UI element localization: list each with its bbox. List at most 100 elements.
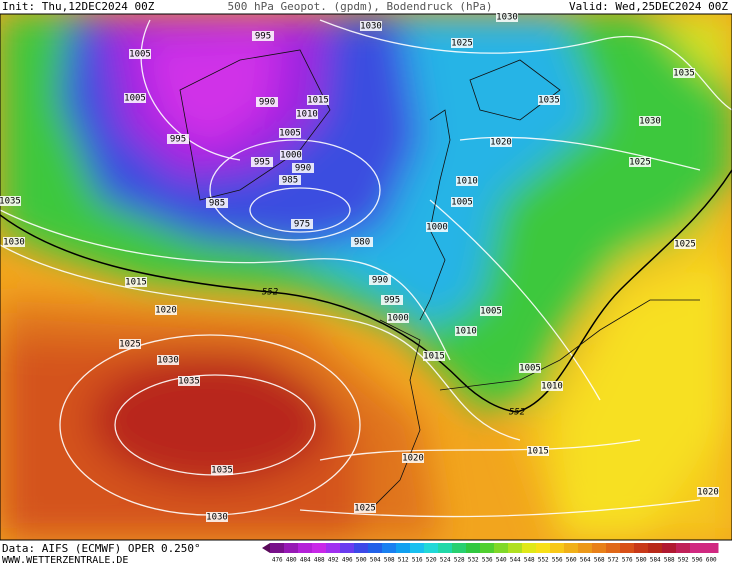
colorbar-label: 568 <box>594 557 605 564</box>
isobar-label: 990 <box>295 164 311 174</box>
colorbar-label: 588 <box>664 557 675 564</box>
colorbar-swatch <box>298 543 313 553</box>
isobar-label-bg <box>541 381 563 391</box>
isobar-label-bg <box>279 175 301 185</box>
isobar-label-bg <box>697 487 719 497</box>
colorbar-label: 480 <box>286 557 297 564</box>
init-label: Init: Thu,12DEC2024 00Z <box>2 0 155 13</box>
isobar-label: 1015 <box>125 278 147 288</box>
isobar-label: 1030 <box>639 117 661 127</box>
isobar-label-bg <box>252 31 274 41</box>
valid-label: Valid: Wed,25DEC2024 00Z <box>569 0 728 13</box>
isobar-label-bg <box>3 237 25 247</box>
colorbar-label: 520 <box>426 557 437 564</box>
colorbar-label: 488 <box>314 557 325 564</box>
isobar-label: 1035 <box>211 466 233 476</box>
isobar-label-bg <box>639 116 661 126</box>
colorbar-label: 524 <box>440 557 451 564</box>
isobar-label: 995 <box>170 135 186 145</box>
data-source: Data: AIFS (ECMWF) OPER 0.250° <box>2 542 201 555</box>
isobar-label-bg <box>0 196 21 206</box>
colorbar-swatch <box>578 543 593 553</box>
colorbar-swatch <box>424 543 439 553</box>
isobar-label-bg <box>206 198 228 208</box>
colorbar-swatch <box>662 543 677 553</box>
isobar-label: 1010 <box>541 382 563 392</box>
isobar-label: 1015 <box>423 352 445 362</box>
colorbar-label: 484 <box>300 557 311 564</box>
map-title: 500 hPa Geopot. (gpdm), Bodendruck (hPa) <box>228 0 493 13</box>
colorbar-swatch <box>326 543 341 553</box>
isobar-label-bg <box>423 351 445 361</box>
colorbar-swatch <box>494 543 509 553</box>
isobar-label-bg <box>456 176 478 186</box>
isobar-lines <box>0 19 732 518</box>
isobar-label-bg <box>480 306 502 316</box>
colorbar-label: 572 <box>608 557 619 564</box>
isobar-label-bg <box>206 512 228 522</box>
isobar-label-bg <box>629 157 651 167</box>
isobar-label-bg <box>129 49 151 59</box>
isobar-label: 1005 <box>124 94 146 104</box>
colorbar-swatch <box>592 543 607 553</box>
geopotential-label: 552 <box>509 408 525 418</box>
isobar-label-bg <box>674 239 696 249</box>
isobar-label: 1015 <box>307 96 329 106</box>
colorbar-swatch <box>550 543 565 553</box>
isobar-label: 1020 <box>402 454 424 464</box>
colorbar-label: 596 <box>692 557 703 564</box>
isobar-label: 1030 <box>360 22 382 32</box>
isobar-label: 985 <box>282 176 298 186</box>
isobar-label: 980 <box>354 238 370 248</box>
isobar-label: 1035 <box>538 96 560 106</box>
isobar-label: 1015 <box>527 447 549 457</box>
colorbar-swatch <box>648 543 663 553</box>
colorbar-label: 476 <box>272 557 283 564</box>
colorbar-swatch <box>522 543 537 553</box>
colorbar-swatch <box>536 543 551 553</box>
isobar-label: 995 <box>254 158 270 168</box>
colorbar-swatch <box>396 543 411 553</box>
isobar-label: 1020 <box>490 138 512 148</box>
isobar-label-bg <box>451 38 473 48</box>
isobar-label-bg <box>490 137 512 147</box>
map-field <box>0 14 732 540</box>
isobar-label-bg <box>251 157 273 167</box>
colorbar-label: 516 <box>412 557 423 564</box>
colorbar-end <box>262 543 270 553</box>
colorbar-swatch <box>676 543 691 553</box>
colorbar-swatch <box>704 543 719 553</box>
colorbar-swatch <box>690 543 705 553</box>
isobar-label: 1035 <box>673 69 695 79</box>
colorbar-label: 500 <box>356 557 367 564</box>
isobar-label: 1025 <box>451 39 473 49</box>
colorbar-label: 548 <box>524 557 535 564</box>
colorbar-swatch <box>466 543 481 553</box>
colorbar-swatch <box>270 543 285 553</box>
colorbar-swatch <box>634 543 649 553</box>
colorbar-label: 492 <box>328 557 339 564</box>
colorbar-swatch <box>452 543 467 553</box>
isobar-label-bg <box>211 465 233 475</box>
isobar-label: 1000 <box>387 314 409 324</box>
isobar-label: 1030 <box>206 513 228 523</box>
isobar-label-bg <box>455 326 477 336</box>
isobar-label: 995 <box>384 296 400 306</box>
isobar-label-bg <box>496 12 518 22</box>
isobar-label: 1030 <box>496 13 518 23</box>
isobar-label: 1025 <box>119 340 141 350</box>
colorbar: 476 480 484 488 492 496 500 504 508 512 516 520 524 5… <box>262 543 719 564</box>
colorbar-label: 532 <box>468 557 479 564</box>
colorbar-swatch <box>480 543 495 553</box>
isobar-label-bg <box>119 339 141 349</box>
isobar-label: 1000 <box>280 151 302 161</box>
isobar-label: 995 <box>255 32 271 42</box>
colorbar-swatch <box>382 543 397 553</box>
isobar-label: 1005 <box>519 364 541 374</box>
colorbar-swatch <box>606 543 621 553</box>
isobar-label-bg <box>291 219 313 229</box>
colorbar-label: 544 <box>510 557 521 564</box>
isobar-label: 1005 <box>279 129 301 139</box>
isobar-label: 990 <box>259 98 275 108</box>
